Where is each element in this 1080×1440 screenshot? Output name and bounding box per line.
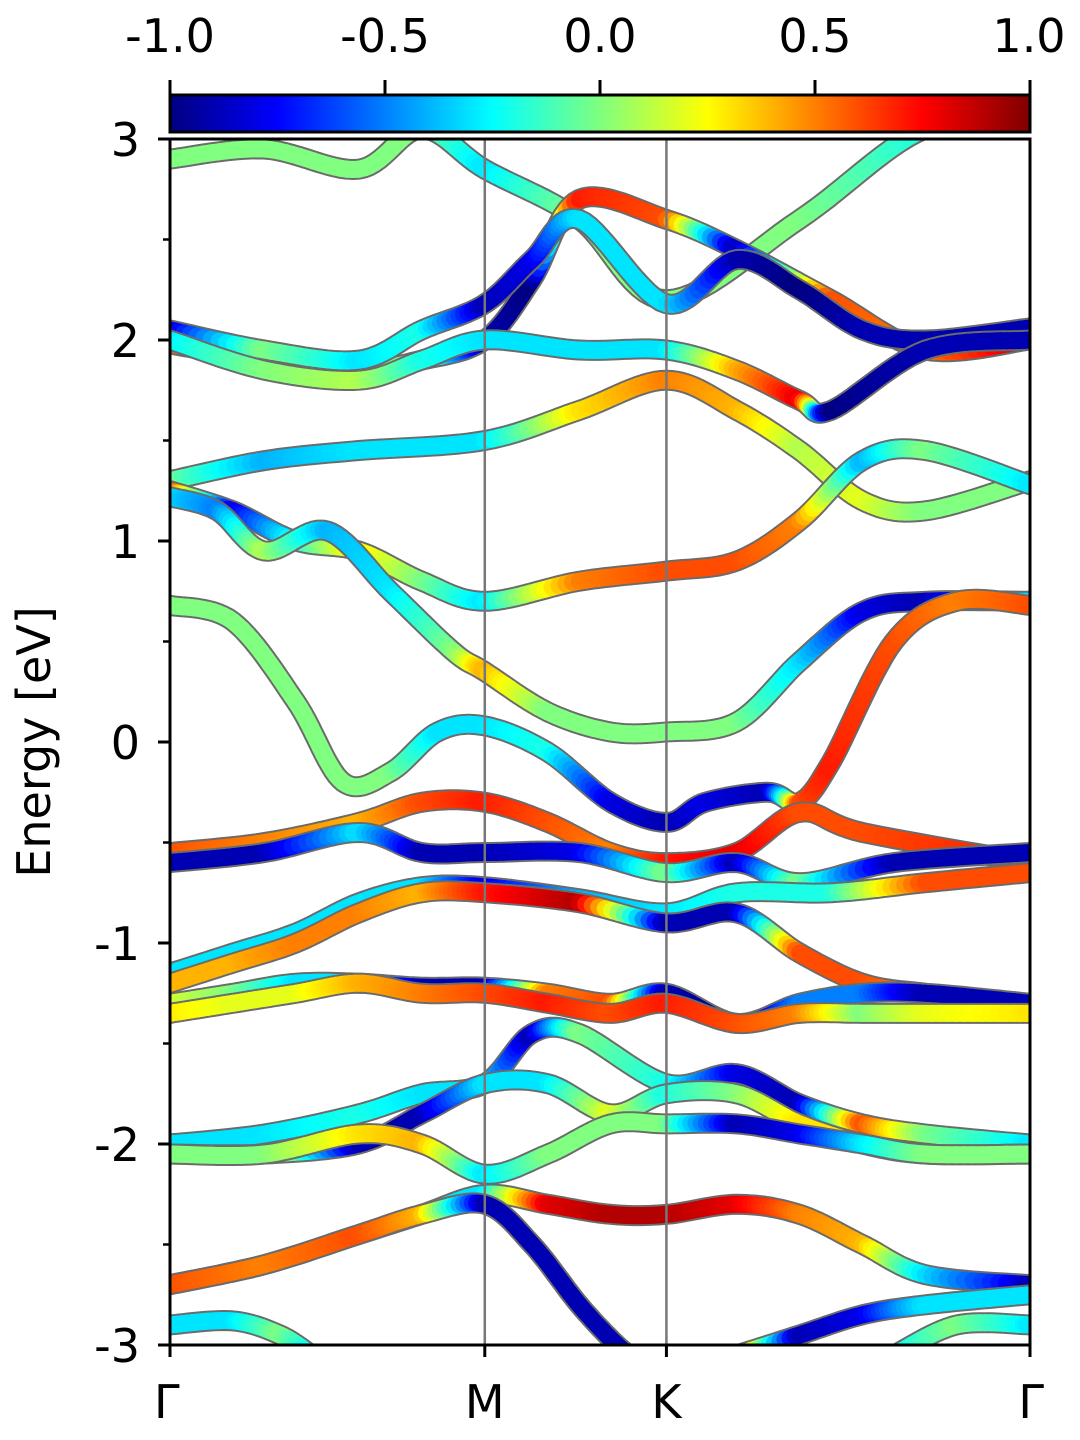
band-segment <box>737 1354 740 1355</box>
band-segment <box>896 1339 916 1345</box>
band-7 <box>170 588 1030 833</box>
band-segment <box>431 139 452 146</box>
band-segment <box>306 1344 312 1345</box>
band-segment <box>895 1341 910 1345</box>
band-segment <box>295 1340 312 1345</box>
y-tick-label: 3 <box>111 113 140 167</box>
band-6 <box>170 486 1030 745</box>
band-13 <box>170 972 1030 1035</box>
band-segment <box>751 1337 773 1345</box>
bands-layer <box>170 139 1030 1365</box>
y-axis-label: Energy [eV] <box>7 606 61 877</box>
colorbar-tick-label: 0.0 <box>563 9 636 63</box>
colorbar-tick-label: 0.5 <box>778 9 851 63</box>
band-segment <box>743 1340 762 1345</box>
band-segment <box>617 1342 630 1345</box>
y-tick-label: 1 <box>111 515 140 569</box>
y-tick-label: 0 <box>111 716 140 770</box>
y-tick-label: -2 <box>94 1118 140 1172</box>
x-tick-label: Γ <box>1018 1375 1044 1429</box>
band-18 <box>170 1192 642 1365</box>
band-19 <box>733 1284 1030 1355</box>
x-tick-label: K <box>651 1375 683 1429</box>
band-17 <box>170 1183 1030 1296</box>
colorbar-tick-label: -0.5 <box>340 9 430 63</box>
band-segment <box>740 1343 751 1345</box>
band-segment <box>637 1361 639 1362</box>
band-segment <box>894 1354 897 1355</box>
band-16 <box>170 1111 1030 1185</box>
band-10 <box>170 862 1030 984</box>
y-axis: -3 -2 -1 0 1 2 3 <box>94 113 170 1373</box>
colorbar-gradient <box>168 93 1032 134</box>
band-2 <box>170 207 1030 372</box>
band-segment <box>634 1359 636 1360</box>
x-tick-label: M <box>465 1375 505 1429</box>
band-segment <box>614 1340 630 1345</box>
band-segment <box>636 1360 638 1361</box>
band-5 <box>170 438 1030 612</box>
band-segment <box>741 1342 757 1345</box>
band-segment <box>310 1354 311 1355</box>
y-tick-label: 2 <box>111 314 140 368</box>
band-segment <box>302 1343 313 1345</box>
band-0 <box>170 139 1030 311</box>
y-tick-label: -1 <box>94 917 140 971</box>
band-3 <box>170 329 1030 424</box>
colorbar: -1.0 -0.5 0.0 0.5 1.0 <box>125 9 1066 134</box>
band-segment <box>299 1342 313 1345</box>
band-segment <box>632 1358 634 1359</box>
band-segment <box>639 1363 640 1364</box>
band-segment <box>396 139 416 145</box>
band-segment <box>740 1344 745 1345</box>
colorbar-tick-label: 1.0 <box>992 9 1065 63</box>
band-segment <box>640 1364 641 1365</box>
band-21 <box>890 1312 1030 1355</box>
band-segment <box>747 1339 768 1345</box>
colorbar-ticks: -1.0 -0.5 0.0 0.5 1.0 <box>125 9 1066 95</box>
band-segment <box>610 1338 629 1345</box>
plot-frame <box>168 137 1032 1347</box>
k-point-lines <box>483 139 668 1345</box>
band-segment <box>894 1343 905 1345</box>
band-segment <box>641 1364 642 1365</box>
band-20 <box>170 1310 316 1355</box>
x-tick-label: Γ <box>154 1375 180 1429</box>
band-segment <box>628 1355 630 1357</box>
y-tick-label: -3 <box>94 1319 140 1373</box>
band-segment <box>622 1344 629 1345</box>
band-9 <box>170 822 1030 894</box>
band-segment <box>630 1356 632 1358</box>
band-segment <box>293 1339 311 1345</box>
colorbar-tick-label: -1.0 <box>125 9 215 63</box>
